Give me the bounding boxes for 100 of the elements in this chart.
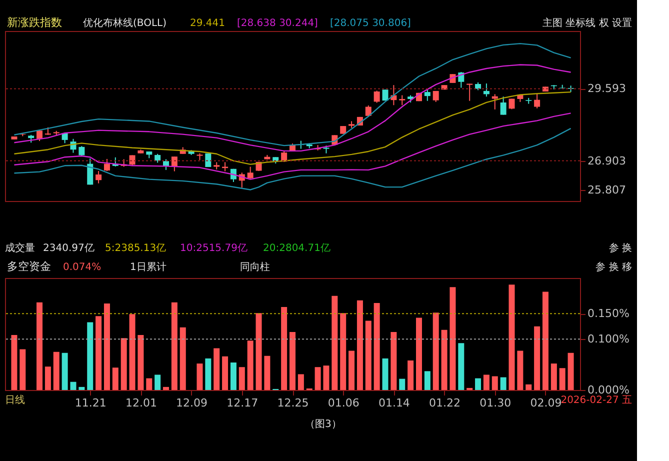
candlestick bbox=[483, 82, 490, 98]
bar bbox=[256, 313, 262, 390]
bar bbox=[290, 332, 296, 390]
bar bbox=[247, 340, 254, 390]
x-tick-label: 02.09 bbox=[530, 396, 562, 410]
chart-title: 多空资金 bbox=[7, 260, 51, 273]
text: 10:2515.79亿 bbox=[180, 243, 248, 254]
bar bbox=[314, 367, 321, 390]
bar bbox=[416, 318, 422, 390]
bar bbox=[450, 287, 456, 390]
bar bbox=[214, 348, 220, 390]
text: 2340.97亿 bbox=[43, 243, 94, 254]
bar bbox=[205, 358, 212, 390]
x-tick-label: 01.14 bbox=[378, 396, 410, 410]
bar bbox=[475, 378, 482, 390]
x-tick-label: 12.17 bbox=[226, 396, 258, 410]
candlestick bbox=[129, 154, 136, 166]
bar bbox=[542, 292, 548, 390]
bar bbox=[120, 338, 127, 390]
bar bbox=[526, 384, 532, 390]
x-tick-label: 01.30 bbox=[480, 396, 512, 410]
y-tick-label: 25.807 bbox=[588, 184, 626, 197]
text: 20:2804.71亿 bbox=[263, 243, 330, 254]
bar bbox=[441, 330, 448, 390]
x-tick-label: 12.09 bbox=[176, 396, 208, 410]
bar bbox=[374, 302, 380, 390]
bar bbox=[163, 386, 170, 390]
bar bbox=[222, 356, 228, 390]
candlestick bbox=[78, 146, 85, 158]
text: 0.074% bbox=[63, 262, 102, 273]
bar bbox=[432, 312, 439, 390]
bar bbox=[298, 374, 304, 390]
bar bbox=[534, 326, 540, 390]
y-tick-label: 26.903 bbox=[588, 154, 626, 168]
bar bbox=[356, 300, 363, 390]
bar bbox=[53, 352, 60, 390]
bar bbox=[408, 360, 414, 390]
bar bbox=[87, 322, 94, 390]
bar bbox=[390, 332, 397, 390]
bar bbox=[399, 378, 406, 390]
bar bbox=[492, 376, 498, 390]
candlestick bbox=[500, 96, 506, 116]
bar bbox=[559, 368, 566, 390]
line-series bbox=[14, 42, 572, 146]
bar bbox=[382, 358, 388, 390]
line-series bbox=[14, 91, 572, 165]
text: 日线 bbox=[5, 394, 25, 406]
bar bbox=[20, 349, 26, 390]
bar bbox=[104, 303, 110, 390]
bar bbox=[281, 307, 288, 390]
chart-title: 新涨跌指数 bbox=[7, 16, 62, 29]
bar bbox=[340, 313, 346, 390]
bar bbox=[332, 296, 338, 390]
bar bbox=[508, 284, 515, 390]
text: 2026-02-27 五 bbox=[560, 395, 632, 406]
bar bbox=[323, 366, 330, 390]
bar bbox=[196, 364, 203, 390]
bar bbox=[154, 374, 161, 390]
bar bbox=[458, 343, 464, 390]
bar bbox=[238, 367, 245, 390]
candlestick bbox=[508, 98, 515, 110]
text: 1日累计 bbox=[130, 261, 166, 273]
bar bbox=[424, 371, 430, 390]
bar bbox=[36, 302, 43, 390]
text: 优化布林线(BOLL) bbox=[83, 17, 167, 29]
bar bbox=[129, 314, 136, 390]
text: （图3） bbox=[305, 419, 342, 430]
candlestick bbox=[466, 83, 473, 102]
text: 主图 坐标线 权 设置 bbox=[542, 17, 632, 29]
line-series bbox=[14, 64, 572, 152]
bar bbox=[70, 382, 76, 390]
y-tick-label: 0.000% bbox=[588, 384, 630, 396]
candlestick bbox=[534, 92, 540, 109]
bar bbox=[11, 335, 18, 390]
candlestick bbox=[222, 162, 228, 172]
text: 参 换 bbox=[608, 242, 632, 254]
candlestick bbox=[247, 166, 254, 180]
candlestick bbox=[374, 90, 380, 104]
bar bbox=[180, 327, 186, 390]
bar bbox=[112, 368, 118, 390]
text: [28.638 30.244] bbox=[237, 18, 318, 29]
y-tick-label: 0.100% bbox=[588, 332, 630, 346]
bar bbox=[96, 316, 102, 390]
bar bbox=[62, 352, 68, 390]
bar bbox=[171, 302, 178, 390]
bar bbox=[550, 364, 557, 390]
text: [28.075 30.806] bbox=[330, 18, 412, 29]
bar bbox=[44, 366, 51, 390]
y-tick-label: 29.593 bbox=[588, 82, 626, 96]
bar bbox=[78, 386, 85, 390]
bar bbox=[146, 378, 152, 390]
x-tick-label: 01.22 bbox=[429, 396, 461, 410]
bar bbox=[230, 362, 236, 390]
bar bbox=[365, 320, 372, 390]
y-tick-label: 0.150% bbox=[588, 307, 630, 320]
text: 29.441 bbox=[190, 18, 225, 29]
candlestick bbox=[104, 158, 110, 172]
text: 5:2385.13亿 bbox=[105, 243, 166, 254]
x-tick-label: 11.21 bbox=[74, 396, 106, 410]
line-series bbox=[14, 128, 572, 190]
